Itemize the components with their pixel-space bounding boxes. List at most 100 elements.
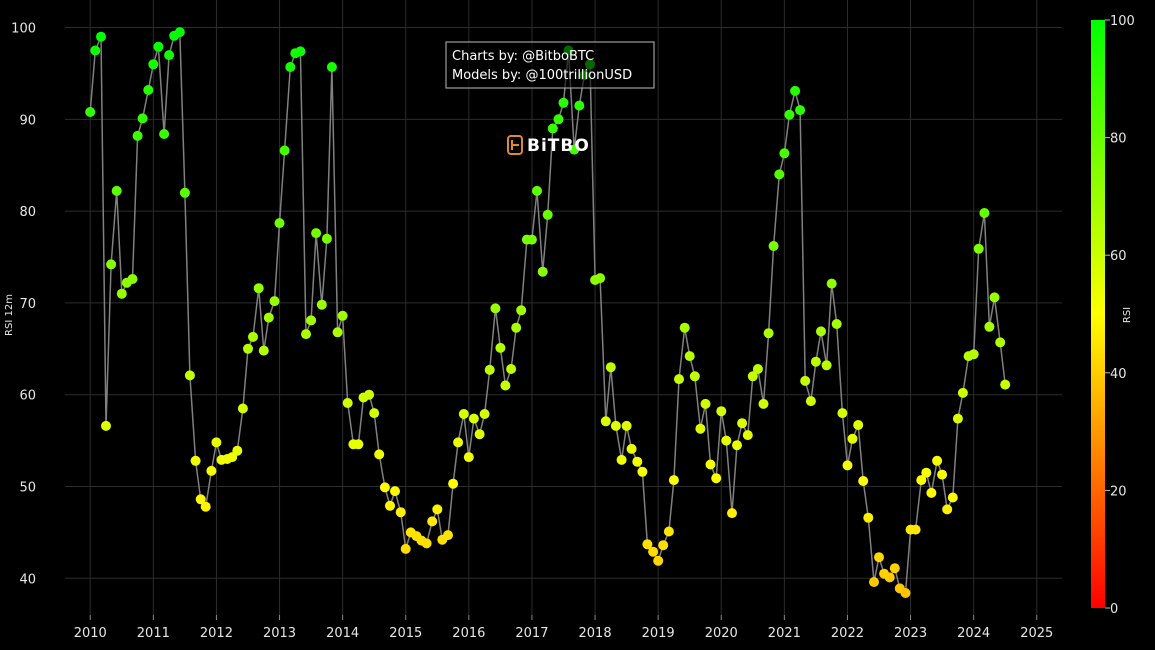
rsi-point[interactable] bbox=[869, 577, 879, 587]
rsi-point[interactable] bbox=[164, 50, 175, 61]
rsi-point[interactable] bbox=[96, 31, 106, 42]
rsi-point[interactable] bbox=[253, 283, 264, 294]
rsi-point[interactable] bbox=[263, 312, 274, 323]
rsi-point[interactable] bbox=[111, 185, 122, 196]
rsi-point[interactable] bbox=[200, 501, 211, 512]
rsi-point[interactable] bbox=[127, 274, 138, 284]
rsi-point[interactable] bbox=[648, 546, 659, 557]
rsi-point[interactable] bbox=[190, 455, 201, 466]
rsi-point[interactable] bbox=[616, 454, 627, 465]
rsi-point[interactable] bbox=[537, 266, 548, 277]
rsi-point[interactable] bbox=[421, 538, 432, 549]
rsi-point[interactable] bbox=[542, 209, 553, 220]
rsi-point[interactable] bbox=[763, 328, 774, 339]
rsi-point[interactable] bbox=[511, 322, 522, 333]
rsi-point[interactable] bbox=[364, 389, 375, 400]
rsi-point[interactable] bbox=[90, 45, 101, 56]
rsi-point[interactable] bbox=[842, 460, 853, 471]
rsi-point[interactable] bbox=[132, 130, 143, 141]
rsi-point[interactable] bbox=[179, 187, 190, 198]
rsi-point[interactable] bbox=[116, 288, 127, 299]
rsi-point[interactable] bbox=[558, 97, 569, 108]
rsi-point[interactable] bbox=[101, 420, 111, 431]
rsi-point[interactable] bbox=[526, 234, 537, 245]
rsi-point[interactable] bbox=[716, 406, 727, 417]
rsi-point[interactable] bbox=[847, 433, 858, 444]
rsi-point[interactable] bbox=[700, 398, 711, 409]
rsi-point[interactable] bbox=[285, 62, 296, 72]
rsi-point[interactable] bbox=[973, 243, 984, 254]
rsi-point[interactable] bbox=[153, 41, 164, 52]
rsi-point[interactable] bbox=[506, 364, 517, 374]
rsi-point[interactable] bbox=[658, 540, 669, 551]
rsi-point[interactable] bbox=[711, 473, 722, 484]
rsi-point[interactable] bbox=[321, 233, 332, 244]
rsi-point[interactable] bbox=[632, 456, 643, 467]
rsi-point[interactable] bbox=[279, 145, 290, 156]
rsi-point[interactable] bbox=[500, 380, 511, 391]
rsi-point[interactable] bbox=[326, 62, 337, 72]
rsi-point[interactable] bbox=[779, 148, 790, 159]
rsi-point[interactable] bbox=[747, 371, 758, 382]
rsi-point[interactable] bbox=[921, 467, 932, 478]
rsi-point[interactable] bbox=[400, 543, 411, 554]
rsi-point[interactable] bbox=[427, 516, 438, 527]
rsi-point[interactable] bbox=[395, 507, 406, 518]
rsi-point[interactable] bbox=[752, 364, 763, 374]
rsi-point[interactable] bbox=[937, 469, 948, 480]
rsi-point[interactable] bbox=[463, 452, 474, 463]
rsi-point[interactable] bbox=[258, 345, 269, 356]
rsi-point[interactable] bbox=[626, 443, 637, 454]
rsi-point[interactable] bbox=[353, 439, 364, 450]
rsi-point[interactable] bbox=[900, 588, 911, 598]
rsi-point[interactable] bbox=[332, 327, 343, 338]
rsi-point[interactable] bbox=[821, 360, 832, 371]
rsi-point[interactable] bbox=[952, 413, 963, 424]
rsi-point[interactable] bbox=[206, 465, 217, 476]
rsi-point[interactable] bbox=[468, 413, 479, 424]
rsi-point[interactable] bbox=[85, 107, 96, 117]
rsi-point[interactable] bbox=[385, 500, 395, 511]
rsi-point[interactable] bbox=[942, 504, 953, 515]
rsi-point[interactable] bbox=[795, 105, 806, 116]
rsi-point[interactable] bbox=[989, 292, 1000, 303]
rsi-point[interactable] bbox=[790, 85, 801, 96]
rsi-point[interactable] bbox=[595, 273, 606, 284]
rsi-point[interactable] bbox=[695, 423, 706, 434]
rsi-point[interactable] bbox=[432, 504, 443, 515]
rsi-point[interactable] bbox=[232, 445, 243, 456]
rsi-point[interactable] bbox=[668, 475, 679, 486]
rsi-point[interactable] bbox=[547, 123, 558, 134]
rsi-point[interactable] bbox=[663, 526, 674, 537]
rsi-point[interactable] bbox=[600, 416, 611, 427]
rsi-point[interactable] bbox=[610, 420, 621, 431]
rsi-point[interactable] bbox=[532, 185, 542, 196]
rsi-point[interactable] bbox=[1000, 379, 1011, 390]
rsi-point[interactable] bbox=[679, 322, 690, 333]
rsi-point[interactable] bbox=[474, 429, 485, 440]
rsi-point[interactable] bbox=[874, 552, 884, 563]
rsi-point[interactable] bbox=[926, 487, 937, 498]
rsi-point[interactable] bbox=[884, 572, 895, 583]
rsi-point[interactable] bbox=[448, 478, 459, 489]
rsi-point[interactable] bbox=[768, 241, 779, 251]
rsi-point[interactable] bbox=[784, 109, 795, 120]
rsi-point[interactable] bbox=[490, 303, 501, 314]
rsi-point[interactable] bbox=[653, 555, 664, 566]
rsi-point[interactable] bbox=[443, 530, 453, 541]
rsi-point[interactable] bbox=[805, 396, 816, 407]
rsi-point[interactable] bbox=[159, 129, 170, 139]
rsi-point[interactable] bbox=[237, 403, 248, 414]
rsi-point[interactable] bbox=[248, 331, 258, 342]
rsi-point[interactable] bbox=[379, 482, 390, 493]
rsi-point[interactable] bbox=[174, 27, 185, 38]
rsi-point[interactable] bbox=[274, 218, 285, 229]
rsi-point[interactable] bbox=[932, 455, 943, 466]
rsi-point[interactable] bbox=[621, 420, 632, 431]
rsi-point[interactable] bbox=[995, 337, 1006, 348]
rsi-point[interactable] bbox=[889, 563, 900, 574]
rsi-point[interactable] bbox=[979, 208, 990, 218]
rsi-point[interactable] bbox=[374, 449, 385, 460]
rsi-point[interactable] bbox=[968, 349, 979, 360]
rsi-point[interactable] bbox=[106, 259, 117, 270]
